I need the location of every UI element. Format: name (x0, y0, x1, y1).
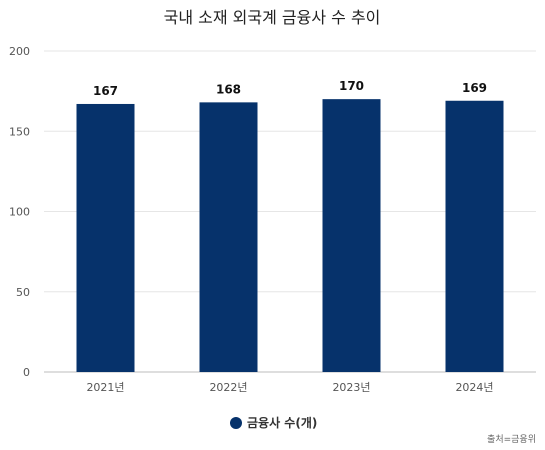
y-tick-label: 200 (9, 45, 30, 58)
bars (76, 99, 504, 373)
x-tick-label: 2024년 (455, 381, 493, 394)
data-label: 167 (93, 84, 118, 98)
y-tick-label: 100 (9, 206, 30, 219)
legend-label: 금융사 수(개) (247, 415, 317, 430)
legend: 금융사 수(개) (230, 415, 317, 430)
bar (199, 102, 258, 373)
bar (322, 99, 381, 373)
legend-marker (230, 417, 242, 429)
bar (76, 103, 135, 372)
data-labels: 167 168 170 169 (93, 79, 487, 98)
y-axis: 0 50 100 150 200 (9, 45, 30, 379)
bar (445, 100, 504, 372)
data-label: 170 (339, 79, 364, 93)
source-note: 출처=금융위 (487, 433, 536, 445)
data-label: 168 (216, 82, 241, 96)
data-label: 169 (462, 81, 487, 95)
x-tick-label: 2022년 (209, 381, 247, 394)
x-tick-label: 2021년 (86, 381, 124, 394)
chart-title: 국내 소재 외국계 금융사 수 추이 (164, 8, 381, 27)
x-axis: 2021년 2022년 2023년 2024년 (86, 381, 493, 394)
y-tick-label: 0 (23, 366, 30, 379)
x-tick-label: 2023년 (332, 381, 370, 394)
y-tick-label: 150 (9, 125, 30, 138)
y-tick-label: 50 (16, 286, 30, 299)
